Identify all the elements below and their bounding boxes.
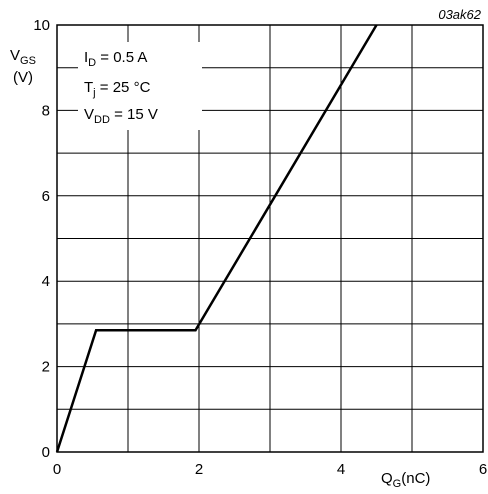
x-tick-label: 0 [53,461,61,478]
x-tick-label: 4 [337,461,345,478]
y-tick-labels: 0 2 4 6 8 10 [33,17,50,461]
x-axis-label: QG(nC) [381,470,430,490]
y-axis-unit: (V) [13,69,33,86]
x-tick-label: 6 [479,461,487,478]
y-tick-label: 8 [42,102,50,119]
y-axis-label: VGS [10,47,36,67]
figure-reference: 03ak62 [438,7,481,22]
test-conditions: ID = 0.5 A Tj = 25 °C VDD = 15 V [84,49,158,126]
x-tick-label: 2 [195,461,203,478]
y-tick-label: 2 [42,359,50,376]
y-tick-label: 6 [42,188,50,205]
y-tick-label: 4 [42,273,50,290]
y-tick-label: 10 [33,17,50,34]
y-tick-label: 0 [42,444,50,461]
